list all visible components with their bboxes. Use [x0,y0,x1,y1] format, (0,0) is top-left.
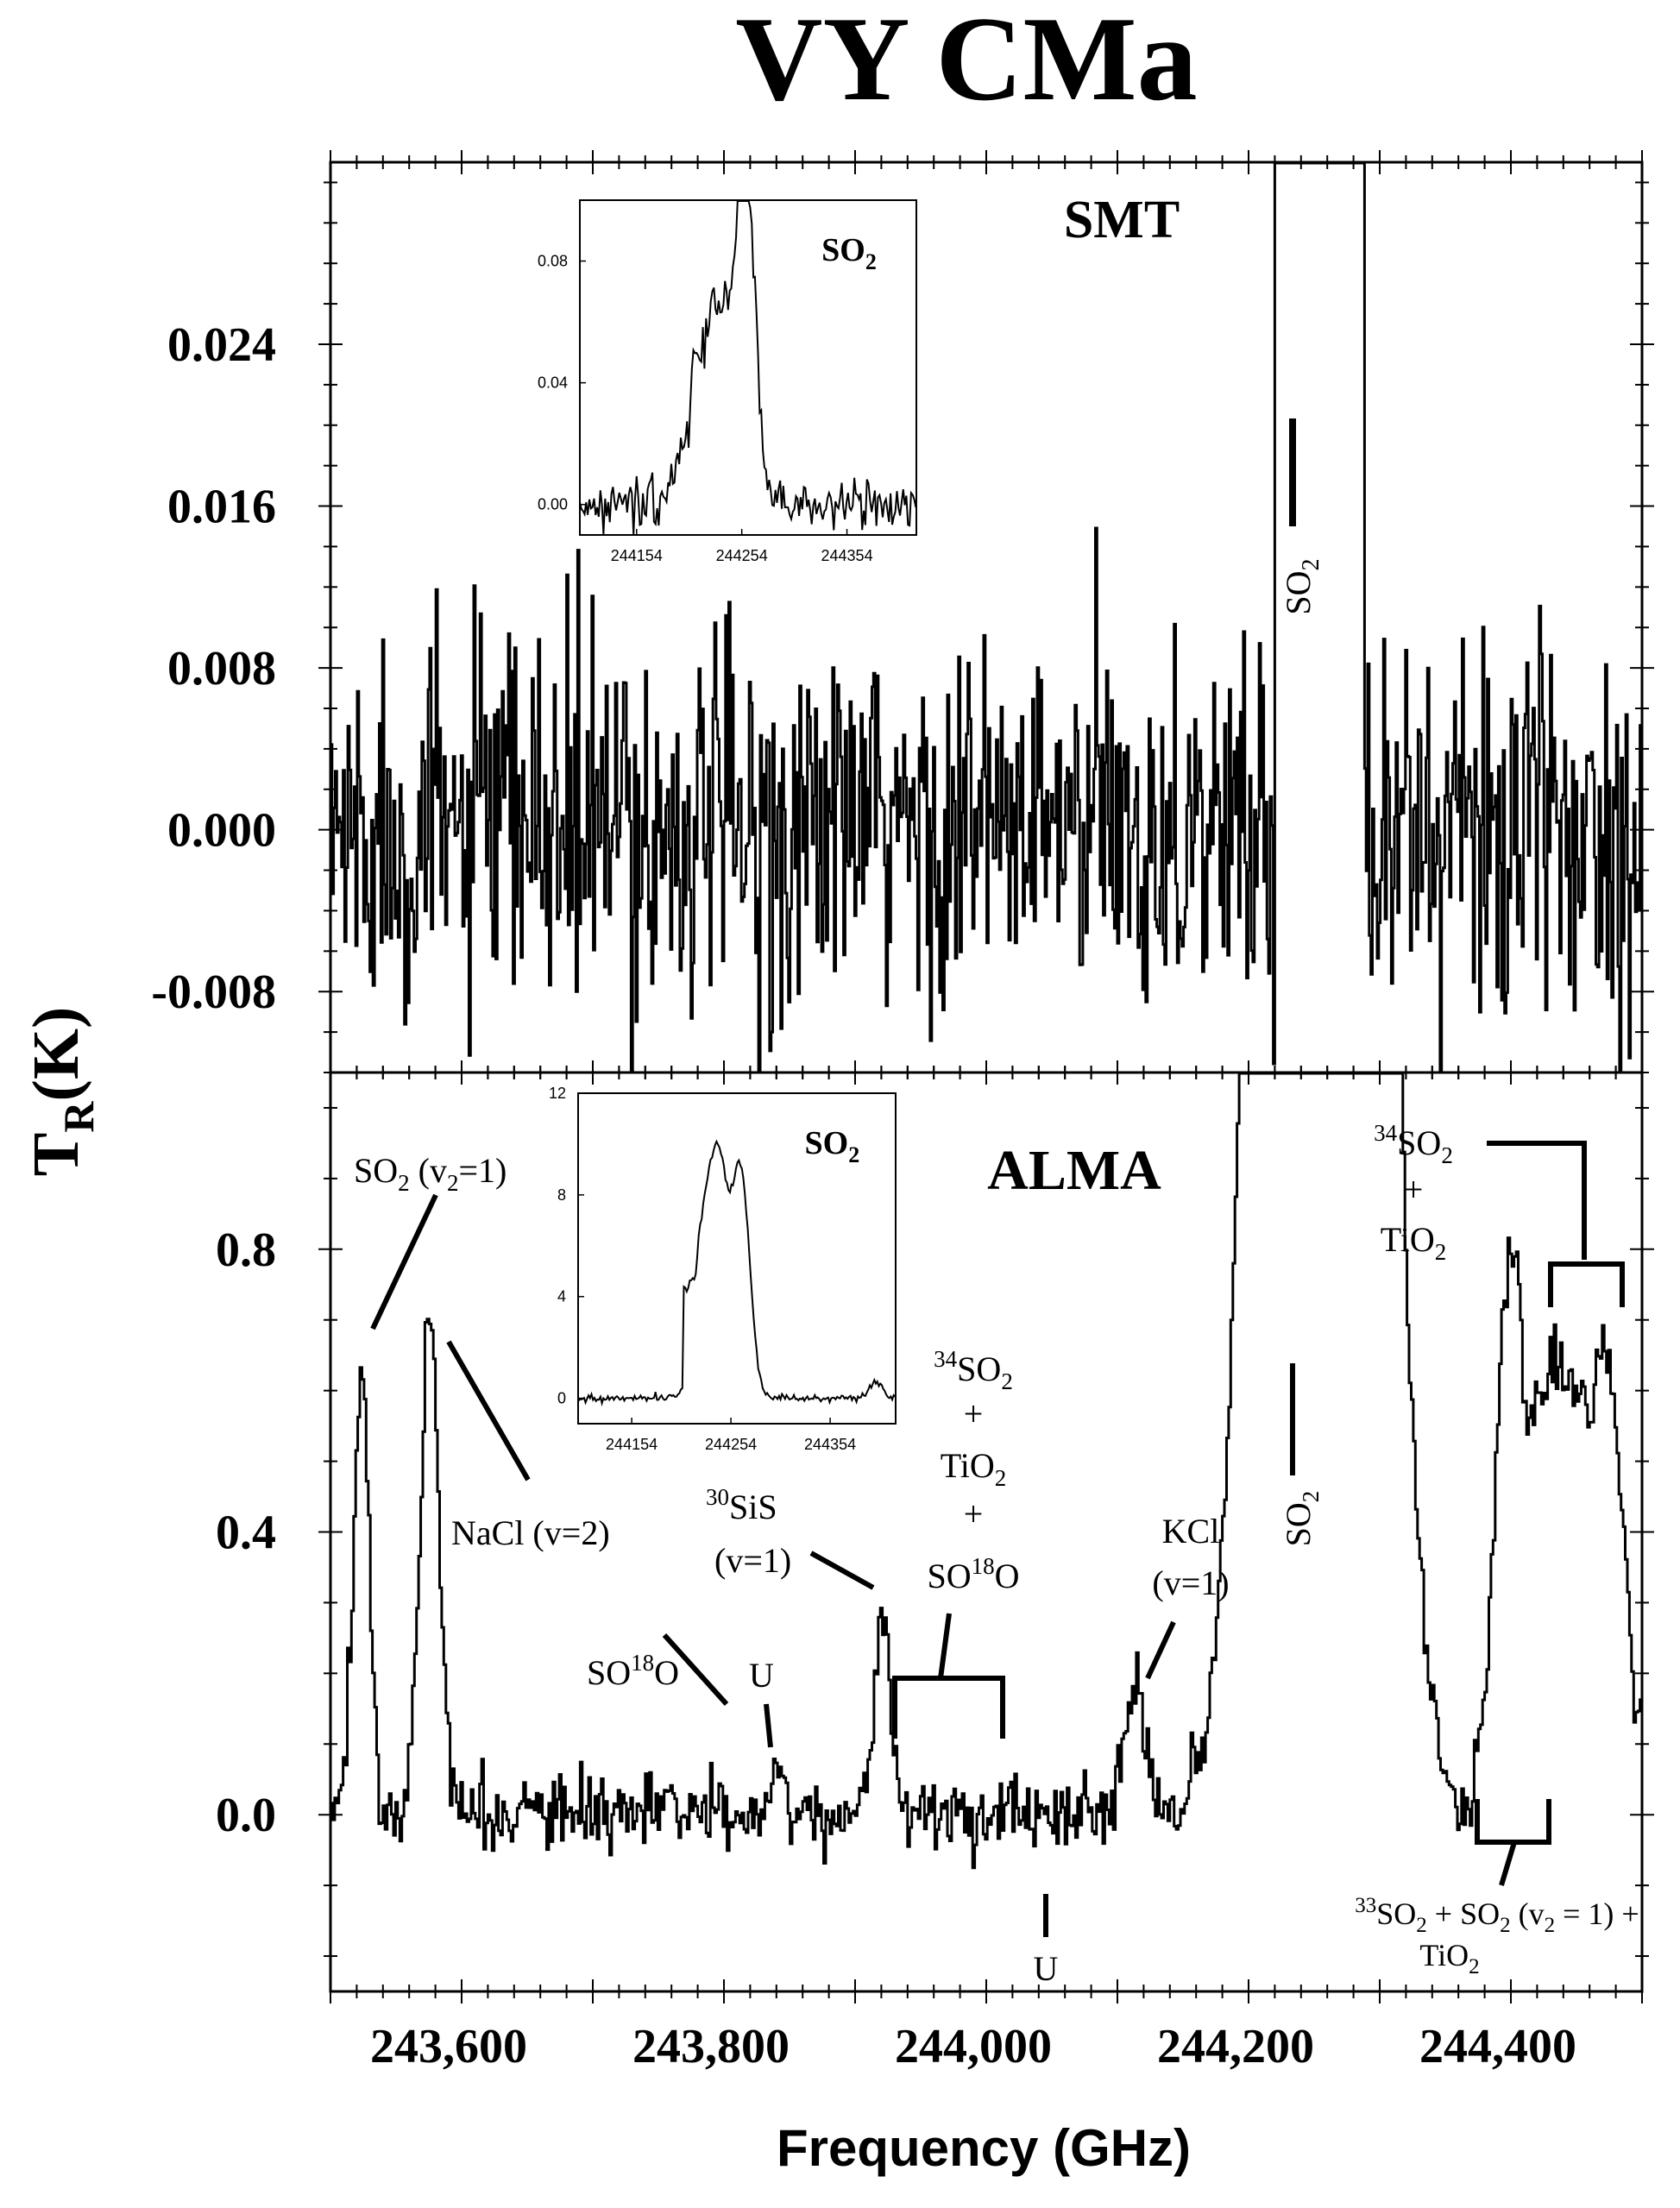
inset-label: SO2 [821,232,877,274]
annotation-so2-main: SO2 [1279,1491,1324,1547]
smt-axis-ticks [318,150,1654,1085]
annotation-tio2-bottom: TiO2 [1419,1938,1479,1978]
annotation-tio2-right: TiO2 [1381,1220,1447,1265]
x-tick-label: 244,200 [1157,2020,1314,2073]
inset-x-tick-label: 244354 [821,547,873,564]
alma-y-tick-labels: 0.8 0.4 0.0 [216,1224,276,1842]
y-tick-label: 0.024 [167,318,276,372]
alma-plot-frame [329,1071,1644,1993]
x-tick-label: 243,800 [632,2020,790,2073]
inset-y-tick-label: 0.00 [538,496,568,513]
smt-y-tick-labels: 0.024 0.016 0.008 0.000 -0.008 [151,318,276,1019]
y-axis-label: TR(K) [20,1007,103,1177]
smt-panel: 0.024 0.016 0.008 0.000 -0.008 SMT SO2 [151,150,1654,1085]
x-tick-label: 244,400 [1419,2020,1576,2073]
annotation-30sis-v: (v=1) [714,1541,791,1580]
inset-y-tick-label: 12 [549,1085,566,1102]
annotation-nacl: NaCl (v=2) [451,1513,610,1552]
inset-y-tick-label: 0.08 [538,253,568,270]
annotation-so18o: SO18O [587,1650,679,1692]
x-tick-label: 243,600 [370,2020,527,2073]
inset-x-tick-label: 244254 [705,1436,757,1453]
inset-x-tick-label: 244154 [611,547,663,564]
annotation-plus-3: + [1404,1170,1424,1209]
annotation-tio2: TiO2 [941,1446,1007,1491]
x-tick-labels: 243,600 243,800 244,000 244,200 244,400 [370,2020,1576,2073]
annotation-kcl-v: (v=1) [1152,1563,1229,1602]
annotation-34so2-right: 34SO2 [1374,1120,1453,1168]
annotation-so2-v2: SO2 (v2=1) [354,1151,507,1196]
annotation-u-1: U [749,1656,774,1695]
y-tick-label: -0.008 [151,966,276,1019]
figure-title: VY CMa [735,0,1197,126]
annotation-so18o-2: SO18O [927,1553,1019,1595]
x-axis-label: Frequency (GHz) [777,2119,1191,2177]
y-tick-label: 0.4 [216,1507,276,1560]
y-tick-label: 0.0 [216,1789,276,1842]
inset-x-tick-label: 244154 [606,1436,658,1453]
inset-spectrum-line [579,200,917,535]
alma-annotations: SO2 (v2=1) NaCl (v=2) SO18O U 30SiS (v=1… [354,1120,1639,1988]
inset-x-tick-label: 244254 [716,547,768,564]
inset-x-tick-label: 244354 [804,1436,856,1453]
inset-frame [577,1092,897,1425]
smt-spectrum-line [330,161,1643,1073]
inset-label: SO2 [805,1125,860,1167]
annotation-34so2-group: 34SO2 [934,1346,1013,1394]
x-tick-label: 244,000 [895,2020,1052,2073]
inset-y-tick-label: 4 [557,1288,566,1305]
inset-y-tick-label: 0 [557,1390,566,1407]
alma-spectrum-line [330,1072,1642,1870]
alma-inset: 12 8 4 0 244154 244254 244354 SO2 [549,1085,897,1453]
smt-panel-label: SMT [1064,191,1180,249]
y-tick-label: 0.8 [216,1224,276,1277]
inset-y-tick-label: 0.04 [538,374,568,392]
annotation-plus-2: + [964,1494,984,1533]
annotation-u-2: U [1034,1949,1059,1988]
annotation-30sis: 30SiS [706,1484,777,1526]
y-tick-label: 0.008 [167,642,276,695]
alma-annotation-leaders [370,1141,1625,1937]
annotation-kcl: KCl [1162,1512,1220,1551]
annotation-33so2: 33SO2 + SO2 (v2 = 1) + [1355,1894,1639,1937]
annotation-plus-1: + [964,1394,984,1433]
inset-y-tick-label: 8 [557,1186,566,1204]
alma-panel: 0.80.40.0 243,600 243,800 244,000 244,200 24… [216,1060,1654,2073]
smt-inset: 0.08 0.04 0.00 244154 244254 244354 SO2 [538,199,917,564]
y-tick-label: 0.016 [167,481,276,534]
alma-panel-label: ALMA [987,1139,1161,1202]
smt-so2-label: SO2 [1279,558,1324,614]
y-tick-label: 0.000 [167,804,276,858]
inset-spectrum-line [577,1139,897,1407]
